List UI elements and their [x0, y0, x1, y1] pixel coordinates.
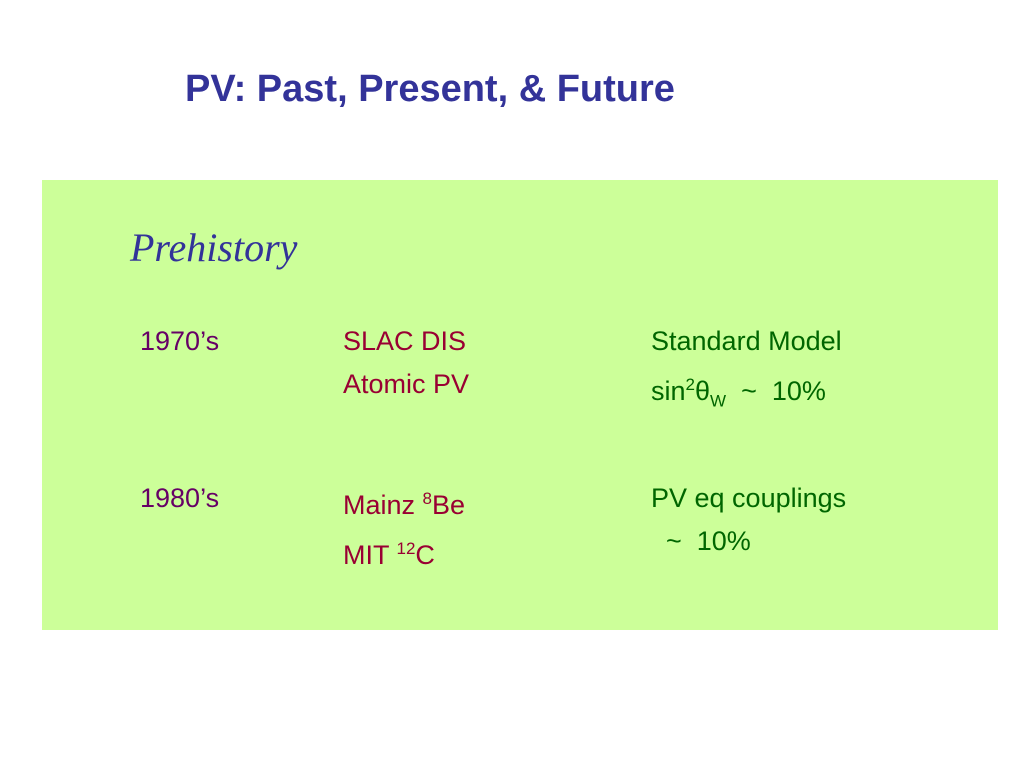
era: 1980’s — [140, 483, 220, 513]
line: MIT 12C — [343, 527, 465, 577]
line: Standard Model — [651, 320, 842, 363]
text-run: Atomic PV — [343, 369, 470, 399]
content-box: Prehistory 1970’s SLAC DIS Atomic PV Standa… — [42, 180, 998, 630]
experiments: SLAC DIS Atomic PV — [343, 320, 469, 406]
text-run: PV eq couplings — [651, 483, 847, 513]
era: 1970’s — [140, 326, 220, 356]
text-run: sin — [651, 376, 686, 406]
line: Atomic PV — [343, 363, 469, 406]
experiments: Mainz 8Be MIT 12C — [343, 477, 465, 577]
line: ~ 10% — [651, 520, 846, 563]
superscript: 8 — [422, 489, 432, 508]
text-run: MIT — [343, 540, 397, 570]
superscript: 12 — [396, 539, 416, 558]
slide-title: PV: Past, Present, & Future — [185, 68, 675, 110]
line: SLAC DIS — [343, 320, 469, 363]
line: Mainz 8Be — [343, 477, 465, 527]
text-run: Standard Model — [651, 326, 842, 356]
line: sin2θW ~ 10% — [651, 363, 842, 422]
text-run: Mainz — [343, 490, 423, 520]
text-run: SLAC DIS — [343, 326, 467, 356]
subscript: W — [710, 391, 727, 411]
text-run: C — [415, 540, 435, 570]
results: PV eq couplings ~ 10% — [651, 477, 846, 563]
text-run: ~ 10% — [651, 526, 751, 556]
text-run: Be — [432, 490, 466, 520]
section-heading: Prehistory — [130, 225, 298, 270]
superscript: 2 — [685, 375, 695, 394]
line: PV eq couplings — [651, 477, 846, 520]
text-run: ~ 10% — [726, 376, 826, 406]
text-run: θ — [694, 376, 711, 406]
results: Standard Model sin2θW ~ 10% — [651, 320, 842, 422]
